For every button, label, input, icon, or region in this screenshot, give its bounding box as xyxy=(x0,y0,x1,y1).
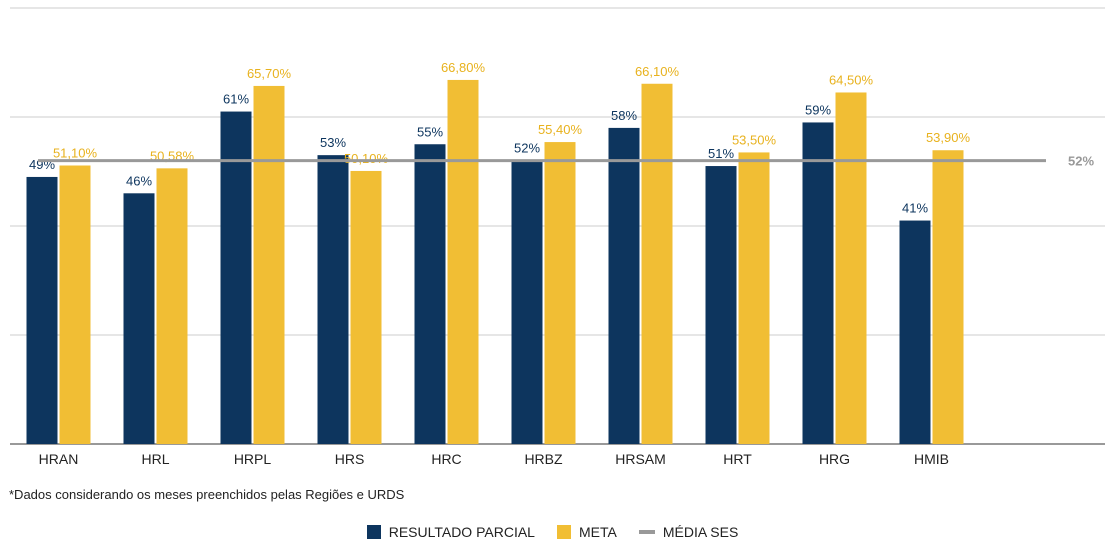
bar-resultado-parcial xyxy=(414,144,446,444)
bar-resultado-parcial xyxy=(608,127,640,445)
x-tick-label: HRPL xyxy=(234,451,272,467)
data-label: 51% xyxy=(708,146,734,161)
bar-meta xyxy=(932,150,964,444)
data-label: 64,50% xyxy=(829,72,874,87)
x-tick-label: HRAN xyxy=(39,451,79,467)
bar-meta xyxy=(350,170,382,444)
legend-item-meta: META xyxy=(556,524,617,540)
legend-swatch-meta xyxy=(556,525,571,539)
data-label: 55,40% xyxy=(538,122,583,137)
legend-label-resultado-parcial: RESULTADO PARCIAL xyxy=(388,524,535,540)
bar-resultado-parcial xyxy=(26,176,58,444)
bar-meta xyxy=(447,79,479,444)
average-line-label: 52% xyxy=(1068,154,1094,169)
x-tick-label: HRG xyxy=(819,451,850,467)
x-tick-label: HRSAM xyxy=(615,451,666,467)
bar-resultado-parcial xyxy=(511,160,543,444)
bar-resultado-parcial xyxy=(317,155,349,444)
bar-resultado-parcial xyxy=(220,111,252,445)
data-label: 61% xyxy=(223,92,249,107)
bar-resultado-parcial xyxy=(899,220,931,444)
legend-item-media-ses: MÉDIA SES xyxy=(638,524,739,540)
footnote: *Dados considerando os meses preenchidos… xyxy=(9,487,405,502)
x-tick-label: HRBZ xyxy=(524,451,563,467)
data-label: 46% xyxy=(126,173,152,188)
x-tick-label: HRT xyxy=(723,451,752,467)
legend: RESULTADO PARCIAL META MÉDIA SES xyxy=(0,524,1105,540)
data-label: 53,50% xyxy=(732,132,777,147)
data-label: 58% xyxy=(611,108,637,123)
data-label: 50,10% xyxy=(344,151,389,166)
data-label: 51,10% xyxy=(53,146,98,161)
x-tick-label: HRC xyxy=(431,451,461,467)
data-label: 55% xyxy=(417,124,443,139)
bar-meta xyxy=(156,168,188,445)
bar-meta xyxy=(835,92,867,444)
legend-label-media-ses: MÉDIA SES xyxy=(662,524,739,540)
legend-item-resultado-parcial: RESULTADO PARCIAL xyxy=(366,524,535,540)
data-label: 41% xyxy=(902,201,928,216)
data-label: 52% xyxy=(514,141,540,156)
x-tick-label: HRL xyxy=(141,451,169,467)
data-label: 65,70% xyxy=(247,66,292,81)
data-label: 53,90% xyxy=(926,130,971,145)
data-label: 53% xyxy=(320,135,346,150)
x-tick-label: HRS xyxy=(335,451,365,467)
bar-meta xyxy=(544,142,576,444)
data-label: 66,80% xyxy=(441,60,486,75)
legend-swatch-resultado-parcial xyxy=(366,525,381,539)
bar-chart: 49%51,10%HRAN46%50,58%HRL61%65,70%HRPL53… xyxy=(10,7,1105,467)
legend-swatch-media-ses xyxy=(638,530,655,534)
bar-resultado-parcial xyxy=(802,122,834,444)
bar-meta xyxy=(738,152,770,445)
bar-meta xyxy=(59,165,91,444)
data-label: 66,10% xyxy=(635,64,680,79)
legend-label-meta: META xyxy=(578,524,617,540)
x-tick-label: HMIB xyxy=(914,451,949,467)
bar-resultado-parcial xyxy=(123,193,155,444)
bar-resultado-parcial xyxy=(705,166,737,445)
data-label: 59% xyxy=(805,102,831,117)
bar-meta xyxy=(253,85,285,444)
bar-meta xyxy=(641,83,673,444)
